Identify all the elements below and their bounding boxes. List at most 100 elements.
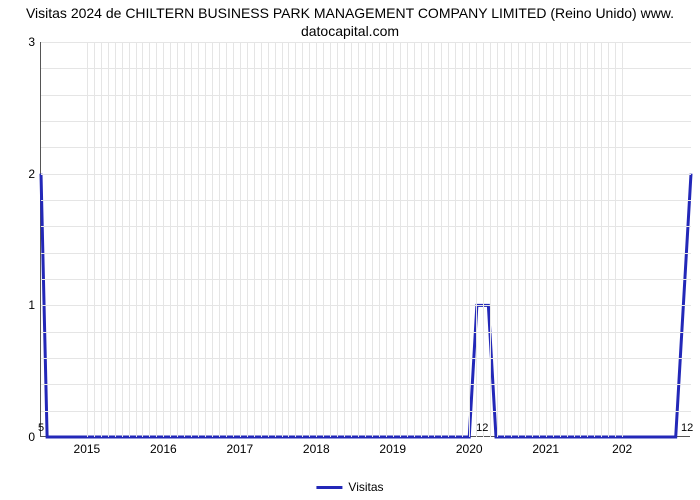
- gridline-v: [469, 42, 470, 437]
- gridline-v-minor: [136, 42, 137, 437]
- gridline-v-minor: [483, 42, 484, 437]
- title-line-2: datocapital.com: [301, 23, 399, 39]
- gridline-v-minor: [254, 42, 255, 437]
- gridline-v-minor: [309, 42, 310, 437]
- gridline-v-minor: [594, 42, 595, 437]
- gridline-v-minor: [504, 42, 505, 437]
- x-tick-label: 2020: [456, 436, 483, 456]
- gridline-v-minor: [587, 42, 588, 437]
- x-tick-label: 2018: [303, 436, 330, 456]
- gridline-v-minor: [386, 42, 387, 437]
- gridline-v: [622, 42, 623, 437]
- gridline-v-minor: [177, 42, 178, 437]
- gridline-v-minor: [337, 42, 338, 437]
- x-tick-label: 202: [612, 436, 632, 456]
- gridline-v-minor: [400, 42, 401, 437]
- gridline-v-minor: [455, 42, 456, 437]
- gridline-v-minor: [149, 42, 150, 437]
- visits-chart: Visitas 2024 de CHILTERN BUSINESS PARK M…: [0, 0, 700, 500]
- gridline-v-minor: [553, 42, 554, 437]
- gridline-v: [546, 42, 547, 437]
- gridline-v-minor: [275, 42, 276, 437]
- x-tick-label: 2015: [74, 436, 101, 456]
- gridline-v-minor: [282, 42, 283, 437]
- gridline-v-minor: [170, 42, 171, 437]
- gridline-v: [163, 42, 164, 437]
- gridline-v-minor: [101, 42, 102, 437]
- gridline-v-minor: [156, 42, 157, 437]
- gridline-v-minor: [379, 42, 380, 437]
- x-tick-label: 2017: [226, 436, 253, 456]
- series-point-label: 12: [476, 422, 488, 434]
- gridline-v-minor: [428, 42, 429, 437]
- gridline-v-minor: [525, 42, 526, 437]
- gridline-v-minor: [608, 42, 609, 437]
- gridline-v-minor: [365, 42, 366, 437]
- gridline-v-minor: [567, 42, 568, 437]
- gridline-v-minor: [191, 42, 192, 437]
- plot-area: 0123201520162017201820192020202120251212: [40, 42, 690, 437]
- gridline-v: [393, 42, 394, 437]
- series-point-label: 12: [681, 422, 693, 434]
- gridline-v-minor: [372, 42, 373, 437]
- gridline-v-minor: [122, 42, 123, 437]
- gridline-v-minor: [580, 42, 581, 437]
- gridline-v-minor: [615, 42, 616, 437]
- gridline-v-minor: [198, 42, 199, 437]
- series-point-label: 5: [38, 422, 44, 434]
- gridline-v-minor: [108, 42, 109, 437]
- y-tick-label: 1: [28, 298, 41, 312]
- gridline-v-minor: [302, 42, 303, 437]
- gridline-v-minor: [351, 42, 352, 437]
- gridline-v-minor: [323, 42, 324, 437]
- legend-label: Visitas: [348, 480, 383, 494]
- gridline-v-minor: [226, 42, 227, 437]
- y-tick-label: 3: [28, 35, 41, 49]
- gridline-v-minor: [261, 42, 262, 437]
- gridline-v-minor: [268, 42, 269, 437]
- x-tick-label: 2019: [379, 436, 406, 456]
- gridline-v-minor: [476, 42, 477, 437]
- gridline-v-minor: [129, 42, 130, 437]
- title-line-1: Visitas 2024 de CHILTERN BUSINESS PARK M…: [26, 5, 674, 21]
- gridline-v-minor: [421, 42, 422, 437]
- gridline-v-minor: [511, 42, 512, 437]
- gridline-v-minor: [532, 42, 533, 437]
- chart-title: Visitas 2024 de CHILTERN BUSINESS PARK M…: [0, 0, 700, 40]
- gridline-v-minor: [407, 42, 408, 437]
- gridline-v: [240, 42, 241, 437]
- gridline-v-minor: [462, 42, 463, 437]
- gridline-v-minor: [448, 42, 449, 437]
- gridline-v-minor: [518, 42, 519, 437]
- gridline-v-minor: [601, 42, 602, 437]
- gridline-v-minor: [142, 42, 143, 437]
- gridline-v-minor: [497, 42, 498, 437]
- gridline-v-minor: [441, 42, 442, 437]
- y-tick-label: 2: [28, 167, 41, 181]
- gridline-v-minor: [295, 42, 296, 437]
- legend: Visitas: [316, 480, 383, 494]
- gridline-v-minor: [184, 42, 185, 437]
- x-tick-label: 2021: [532, 436, 559, 456]
- gridline-v-minor: [205, 42, 206, 437]
- gridline-v: [87, 42, 88, 437]
- gridline-v-minor: [358, 42, 359, 437]
- gridline-v-minor: [233, 42, 234, 437]
- gridline-v-minor: [434, 42, 435, 437]
- x-tick-label: 2016: [150, 436, 177, 456]
- gridline-v-minor: [490, 42, 491, 437]
- gridline-v-minor: [115, 42, 116, 437]
- gridline-v-minor: [247, 42, 248, 437]
- gridline-v-minor: [574, 42, 575, 437]
- gridline-v-minor: [539, 42, 540, 437]
- gridline-v-minor: [212, 42, 213, 437]
- gridline-v-minor: [330, 42, 331, 437]
- gridline-v-minor: [560, 42, 561, 437]
- gridline-v-minor: [219, 42, 220, 437]
- legend-swatch: [316, 486, 342, 489]
- gridline-v: [316, 42, 317, 437]
- gridline-v-minor: [288, 42, 289, 437]
- gridline-v-minor: [344, 42, 345, 437]
- gridline-v-minor: [414, 42, 415, 437]
- gridline-v-minor: [94, 42, 95, 437]
